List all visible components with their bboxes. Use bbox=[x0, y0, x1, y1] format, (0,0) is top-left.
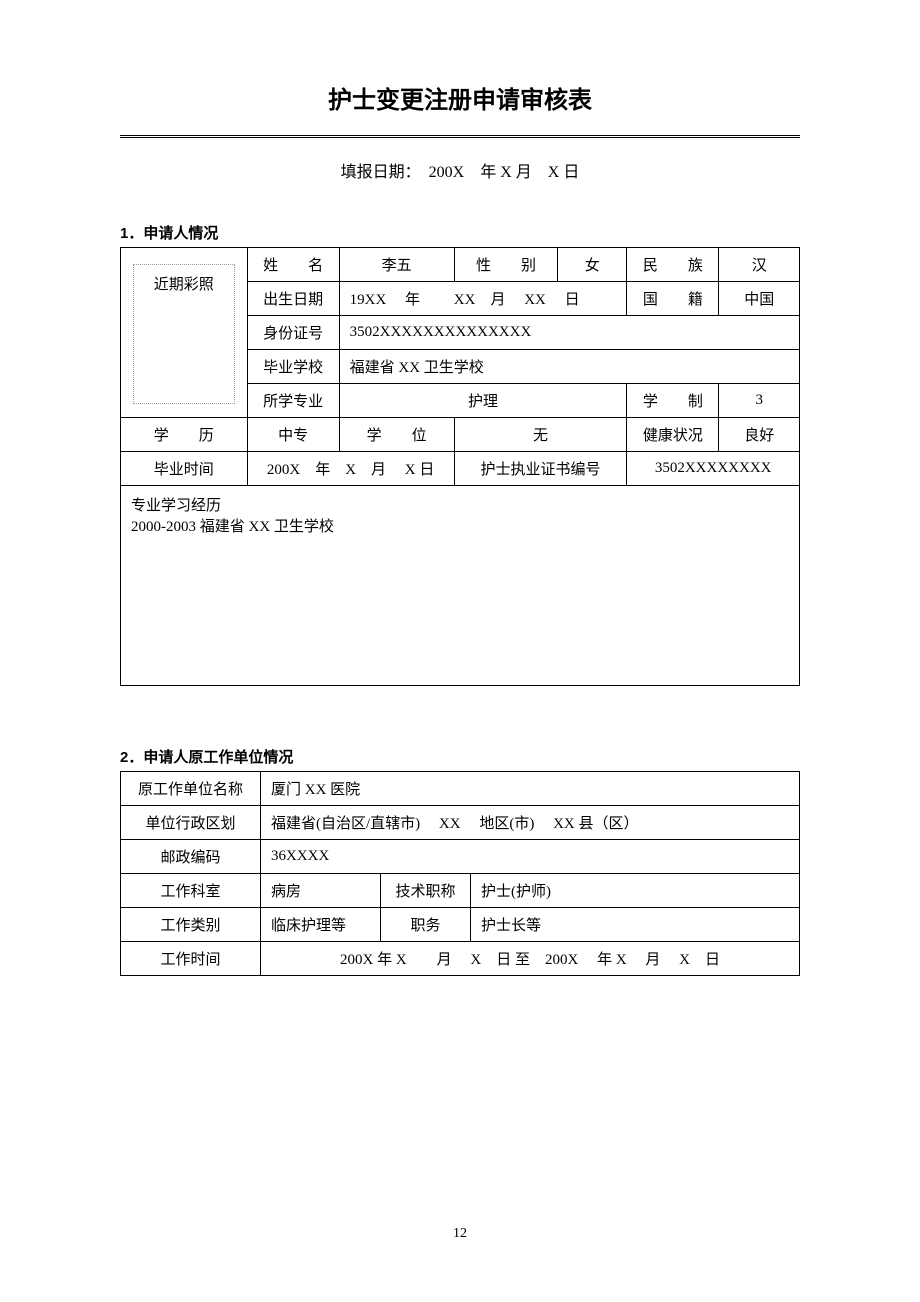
document-title: 护士变更注册申请审核表 bbox=[120, 80, 800, 115]
ethnicity-value: 汉 bbox=[719, 248, 800, 282]
report-date: 填报日期： 200X 年 X 月 X 日 bbox=[120, 158, 800, 182]
page-container: 护士变更注册申请审核表 填报日期： 200X 年 X 月 X 日 1．申请人情况… bbox=[0, 0, 920, 976]
name-label: 姓 名 bbox=[247, 248, 339, 282]
id-value: 3502XXXXXXXXXXXXXX bbox=[339, 316, 799, 350]
major-label: 所学专业 bbox=[247, 384, 339, 418]
gender-value: 女 bbox=[558, 248, 627, 282]
birth-value: 19XX 年 XX 月 XX 日 bbox=[339, 282, 627, 316]
page-number: 12 bbox=[0, 1226, 920, 1242]
photo-cell: 近期彩照 bbox=[121, 248, 248, 418]
work-time-value: 200X 年 X 月 X 日 至 200X 年 X 月 X 日 bbox=[261, 942, 800, 976]
category-value: 临床护理等 bbox=[261, 908, 381, 942]
section1-header: 1．申请人情况 bbox=[120, 222, 800, 243]
gender-label: 性 别 bbox=[454, 248, 558, 282]
dept-label: 工作科室 bbox=[121, 874, 261, 908]
id-label: 身份证号 bbox=[247, 316, 339, 350]
education-label: 学 历 bbox=[121, 418, 248, 452]
health-label: 健康状况 bbox=[627, 418, 719, 452]
birth-label: 出生日期 bbox=[247, 282, 339, 316]
nationality-label: 国 籍 bbox=[627, 282, 719, 316]
nationality-value: 中国 bbox=[719, 282, 800, 316]
dept-value: 病房 bbox=[261, 874, 381, 908]
ethnicity-label: 民 族 bbox=[627, 248, 719, 282]
school-label: 毕业学校 bbox=[247, 350, 339, 384]
work-time-label: 工作时间 bbox=[121, 942, 261, 976]
tech-title-value: 护士(护师) bbox=[471, 874, 800, 908]
health-value: 良好 bbox=[719, 418, 800, 452]
postal-label: 邮政编码 bbox=[121, 840, 261, 874]
duration-label: 学 制 bbox=[627, 384, 719, 418]
workplace-table: 原工作单位名称 厦门 XX 医院 单位行政区划 福建省(自治区/直辖市) XX … bbox=[120, 771, 800, 976]
postal-value: 36XXXX bbox=[261, 840, 800, 874]
workplace-value: 厦门 XX 医院 bbox=[261, 772, 800, 806]
degree-value: 无 bbox=[454, 418, 627, 452]
cert-label: 护士执业证书编号 bbox=[454, 452, 627, 486]
section-gap bbox=[120, 686, 800, 746]
title-divider bbox=[120, 135, 800, 138]
education-value: 中专 bbox=[247, 418, 339, 452]
tech-title-label: 技术职称 bbox=[381, 874, 471, 908]
applicant-table: 近期彩照 姓 名 李五 性 别 女 民 族 汉 出生日期 19XX 年 XX 月… bbox=[120, 247, 800, 686]
experience-cell: 专业学习经历 2000-2003 福建省 XX 卫生学校 bbox=[121, 486, 800, 686]
name-value: 李五 bbox=[339, 248, 454, 282]
position-value: 护士长等 bbox=[471, 908, 800, 942]
workplace-label: 原工作单位名称 bbox=[121, 772, 261, 806]
category-label: 工作类别 bbox=[121, 908, 261, 942]
position-label: 职务 bbox=[381, 908, 471, 942]
duration-value: 3 bbox=[719, 384, 800, 418]
photo-label: 近期彩照 bbox=[154, 273, 214, 294]
school-value: 福建省 XX 卫生学校 bbox=[339, 350, 799, 384]
cert-value: 3502XXXXXXXX bbox=[627, 452, 800, 486]
photo-box: 近期彩照 bbox=[133, 264, 235, 404]
grad-time-value: 200X 年 X 月 X 日 bbox=[247, 452, 454, 486]
degree-label: 学 位 bbox=[339, 418, 454, 452]
division-label: 单位行政区划 bbox=[121, 806, 261, 840]
experience-label: 专业学习经历 bbox=[131, 494, 789, 515]
experience-value: 2000-2003 福建省 XX 卫生学校 bbox=[131, 515, 789, 536]
division-value: 福建省(自治区/直辖市) XX 地区(市) XX 县（区） bbox=[261, 806, 800, 840]
major-value: 护理 bbox=[339, 384, 627, 418]
section2-header: 2．申请人原工作单位情况 bbox=[120, 746, 800, 767]
grad-time-label: 毕业时间 bbox=[121, 452, 248, 486]
